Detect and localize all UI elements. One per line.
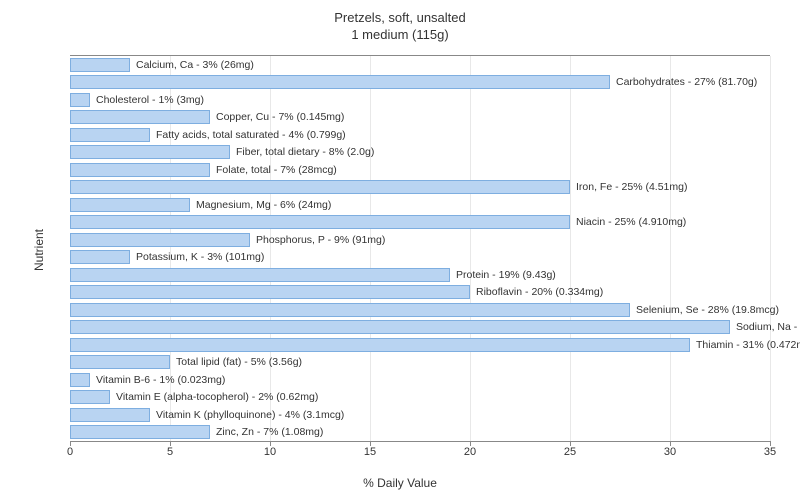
nutrient-bar [70,338,690,352]
x-tick-label: 25 [564,446,576,458]
bar-row: Selenium, Se - 28% (19.8mcg) [70,303,779,317]
nutrient-bar [70,145,230,159]
nutrient-bar [70,180,570,194]
nutrient-bar [70,250,130,264]
nutrient-bar-label: Fiber, total dietary - 8% (2.0g) [236,146,374,158]
x-tick-label: 15 [364,446,376,458]
nutrient-bar-label: Carbohydrates - 27% (81.70g) [616,76,757,88]
bar-row: Niacin - 25% (4.910mg) [70,215,686,229]
nutrient-bar-label: Riboflavin - 20% (0.334mg) [476,286,603,298]
bar-row: Sodium, Na - 33% (794mg) [70,320,800,334]
nutrient-chart: Pretzels, soft, unsalted 1 medium (115g)… [0,0,800,500]
nutrient-bar-label: Vitamin E (alpha-tocopherol) - 2% (0.62m… [116,391,318,403]
bar-row: Calcium, Ca - 3% (26mg) [70,58,254,72]
bar-row: Cholesterol - 1% (3mg) [70,93,204,107]
nutrient-bar [70,215,570,229]
nutrient-bar-label: Sodium, Na - 33% (794mg) [736,321,800,333]
bar-row: Fatty acids, total saturated - 4% (0.799… [70,128,346,142]
chart-title-line2: 1 medium (115g) [0,27,800,44]
nutrient-bar [70,425,210,439]
nutrient-bar [70,320,730,334]
nutrient-bar [70,303,630,317]
nutrient-bar-label: Vitamin K (phylloquinone) - 4% (3.1mcg) [156,409,344,421]
bar-row: Copper, Cu - 7% (0.145mg) [70,110,344,124]
bar-row: Zinc, Zn - 7% (1.08mg) [70,425,323,439]
bar-row: Total lipid (fat) - 5% (3.56g) [70,355,302,369]
nutrient-bar [70,285,470,299]
bar-row: Folate, total - 7% (28mcg) [70,163,337,177]
gridline [670,56,671,441]
nutrient-bar [70,163,210,177]
nutrient-bar [70,58,130,72]
gridline [370,56,371,441]
bar-row: Vitamin K (phylloquinone) - 4% (3.1mcg) [70,408,344,422]
nutrient-bar [70,75,610,89]
nutrient-bar [70,355,170,369]
bar-row: Protein - 19% (9.43g) [70,268,556,282]
nutrient-bar [70,128,150,142]
nutrient-bar [70,233,250,247]
nutrient-bar-label: Selenium, Se - 28% (19.8mcg) [636,304,779,316]
x-tick-label: 10 [264,446,276,458]
bar-row: Magnesium, Mg - 6% (24mg) [70,198,331,212]
x-axis-label: % Daily Value [363,476,437,490]
bar-row: Thiamin - 31% (0.472mg) [70,338,800,352]
nutrient-bar [70,390,110,404]
nutrient-bar-label: Folate, total - 7% (28mcg) [216,164,337,176]
nutrient-bar-label: Calcium, Ca - 3% (26mg) [136,59,254,71]
bar-row: Iron, Fe - 25% (4.51mg) [70,180,687,194]
nutrient-bar-label: Total lipid (fat) - 5% (3.56g) [176,356,302,368]
nutrient-bar-label: Magnesium, Mg - 6% (24mg) [196,199,331,211]
gridline [570,56,571,441]
nutrient-bar [70,110,210,124]
bar-row: Riboflavin - 20% (0.334mg) [70,285,603,299]
nutrient-bar-label: Cholesterol - 1% (3mg) [96,94,204,106]
x-tick-label: 35 [764,446,776,458]
bar-row: Vitamin E (alpha-tocopherol) - 2% (0.62m… [70,390,318,404]
nutrient-bar-label: Fatty acids, total saturated - 4% (0.799… [156,129,346,141]
bar-row: Carbohydrates - 27% (81.70g) [70,75,757,89]
nutrient-bar-label: Thiamin - 31% (0.472mg) [696,339,800,351]
y-axis-label: Nutrient [32,229,46,271]
nutrient-bar [70,373,90,387]
bar-row: Vitamin B-6 - 1% (0.023mg) [70,373,225,387]
gridline [470,56,471,441]
nutrient-bar [70,408,150,422]
bar-row: Phosphorus, P - 9% (91mg) [70,233,385,247]
nutrient-bar-label: Phosphorus, P - 9% (91mg) [256,234,385,246]
nutrient-bar-label: Protein - 19% (9.43g) [456,269,556,281]
x-tick-label: 0 [67,446,73,458]
bar-row: Fiber, total dietary - 8% (2.0g) [70,145,374,159]
chart-title: Pretzels, soft, unsalted 1 medium (115g) [0,0,800,44]
nutrient-bar-label: Niacin - 25% (4.910mg) [576,216,686,228]
nutrient-bar [70,268,450,282]
x-tick-label: 20 [464,446,476,458]
nutrient-bar [70,198,190,212]
x-tick-label: 30 [664,446,676,458]
chart-title-line1: Pretzels, soft, unsalted [0,10,800,27]
nutrient-bar-label: Zinc, Zn - 7% (1.08mg) [216,426,323,438]
x-tick-label: 5 [167,446,173,458]
nutrient-bar-label: Iron, Fe - 25% (4.51mg) [576,181,687,193]
nutrient-bar-label: Potassium, K - 3% (101mg) [136,251,264,263]
plot-area: Calcium, Ca - 3% (26mg) Carbohydrates - 2… [70,55,770,442]
nutrient-bar-label: Copper, Cu - 7% (0.145mg) [216,111,344,123]
bar-row: Potassium, K - 3% (101mg) [70,250,264,264]
nutrient-bar-label: Vitamin B-6 - 1% (0.023mg) [96,374,225,386]
nutrient-bar [70,93,90,107]
gridline [770,56,771,441]
